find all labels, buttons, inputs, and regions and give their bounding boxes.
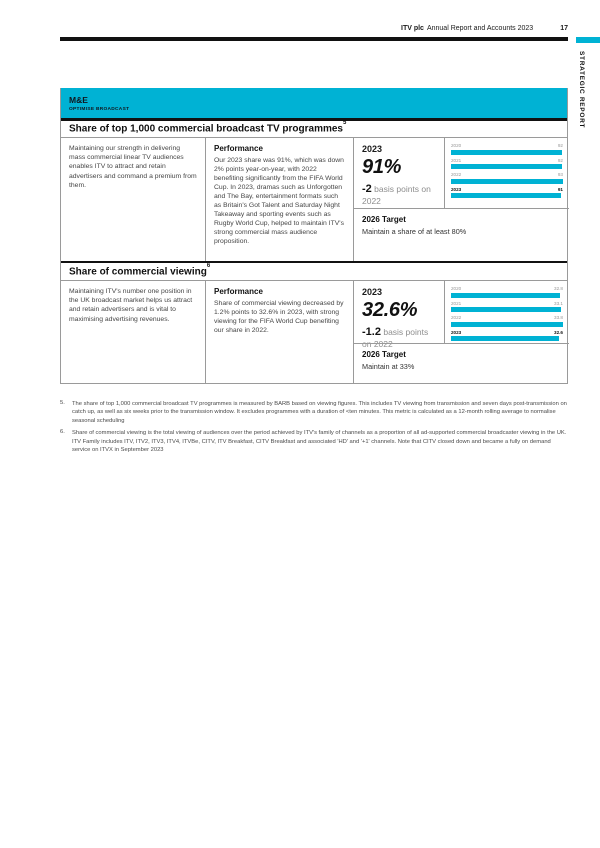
stat-delta: -2 [362, 183, 372, 195]
bar-row-2020: 2020 32.8 [451, 286, 563, 298]
bar-year-label: 2021 [451, 300, 462, 306]
footnotes: 5. The share of top 1,000 commercial bro… [60, 400, 568, 458]
kpi-performance: Performance Share of commercial viewing … [206, 281, 354, 383]
bar-year-label: 2023 [451, 329, 462, 335]
stat-value: 32.6% [362, 299, 418, 321]
bar-row-2023: 2023 32.6 [451, 330, 563, 342]
bar-value-label: 92 [557, 157, 563, 163]
kpi-performance: Performance Our 2023 share was 91%, whic… [206, 138, 354, 261]
bar-value-label: 93 [557, 172, 563, 178]
bar-row-2020: 2020 92 [451, 143, 563, 155]
bar-row-2022: 2022 33.8 [451, 315, 563, 327]
footnote-6: 6. Share of commercial viewing is the to… [60, 429, 568, 454]
bar-value-label: 32.8 [554, 286, 563, 291]
bar [451, 307, 561, 313]
stat-delta-suffix: basis points on 2022 [362, 327, 429, 350]
bar-year-label: 2020 [451, 286, 462, 291]
bar-year-label: 2020 [451, 143, 462, 148]
page-header: ITV plc Annual Report and Accounts 2023 … [60, 25, 568, 32]
kpi-title-text: Share of commercial viewing [69, 266, 207, 278]
bar-year-label: 2021 [451, 157, 462, 163]
section-band: M&E OPTIMISE BROADCAST [61, 88, 567, 118]
bar-row-2022: 2022 93 [451, 172, 563, 184]
kpi-stat: 2023 32.6% -1.2 basis points on 2022 [354, 281, 444, 349]
performance-text: Share of commercial viewing decreased by… [214, 300, 344, 335]
stat-year: 2023 [362, 144, 383, 154]
bar-value-label: 91 [557, 186, 563, 192]
stat-delta: -1.2 [362, 326, 381, 338]
target-text: Maintain a share of at least 80% [362, 227, 467, 236]
stat-delta-suffix: basis points on 2022 [362, 184, 431, 207]
section-tab-accent-bar [576, 37, 600, 43]
kpi-rationale: Maintaining our strength in delivering m… [61, 138, 206, 261]
document-title: Annual Report and Accounts 2023 [426, 25, 534, 32]
target-text: Maintain at 33% [362, 362, 415, 371]
bar [451, 149, 562, 155]
footnote-number: 6. [60, 429, 65, 436]
kpi-title-row: Share of commercial viewing6 [61, 261, 567, 281]
footnote-text: Share of commercial viewing is the total… [72, 430, 567, 453]
target-heading: 2026 Target [362, 215, 406, 224]
bar [451, 193, 561, 199]
kpi-title-text: Share of top 1,000 commercial broadcast … [69, 123, 343, 135]
kpi-stat: 2023 91% -2 basis points on 2022 [354, 138, 444, 208]
kpi-content-grid: Maintaining ITV's number one position in… [61, 281, 569, 383]
kpi-bar-chart: 2020 92 2021 92 2022 93 2023 91 [444, 138, 569, 208]
footnote-reference: 5 [342, 120, 347, 127]
kpi-content-grid: Maintaining our strength in delivering m… [61, 138, 569, 261]
performance-text: Our 2023 share was 91%, which was down 2… [214, 157, 345, 246]
footnote-5: 5. The share of top 1,000 commercial bro… [60, 400, 568, 425]
performance-heading: Performance [214, 144, 263, 153]
band-title: M&E [69, 95, 88, 105]
bar-year-label: 2022 [451, 315, 462, 321]
bar-year-label: 2022 [451, 172, 462, 178]
kpi-target: 2026 Target Maintain a share of at least… [354, 208, 569, 261]
kpi-rationale: Maintaining ITV's number one position in… [61, 281, 206, 383]
kpi-section-commercial-viewing: Share of commercial viewing6 Maintaining… [61, 261, 569, 383]
bar [451, 178, 563, 184]
kpi-table: M&E OPTIMISE BROADCAST Share of top 1,00… [60, 88, 569, 384]
report-title: ITV plc Annual Report and Accounts 2023 [401, 25, 533, 32]
kpi-target: 2026 Target Maintain at 33% [354, 343, 569, 383]
kpi-bar-chart: 2020 32.8 2021 33.1 2022 33.8 2023 32.6 [444, 281, 569, 343]
bar [451, 164, 562, 170]
bar [451, 321, 563, 327]
brand-name: ITV plc [401, 25, 424, 32]
kpi-title: Share of commercial viewing6 [69, 262, 211, 278]
bar-year-label: 2023 [451, 186, 462, 192]
footnote-number: 5. [60, 400, 65, 406]
footnote-reference: 6 [206, 262, 211, 269]
stat-change: -2 basis points on 2022 [362, 182, 436, 207]
bar-value-label: 33.8 [554, 315, 563, 321]
page-number: 17 [560, 25, 568, 32]
stat-change: -1.2 basis points on 2022 [362, 325, 436, 350]
performance-heading: Performance [214, 287, 263, 296]
footnote-text: The share of top 1,000 commercial broadc… [72, 401, 567, 424]
bar-value-label: 92 [557, 143, 563, 148]
kpi-section-top-1000-programmes: Share of top 1,000 commercial broadcast … [61, 118, 569, 261]
bar [451, 336, 559, 342]
bar-value-label: 32.6 [554, 329, 563, 335]
stat-value: 91% [362, 156, 402, 178]
bar-row-2023: 2023 91 [451, 187, 563, 199]
header-rule [60, 37, 568, 41]
band-subtitle: OPTIMISE BROADCAST [69, 107, 130, 112]
bar-row-2021: 2021 92 [451, 158, 563, 170]
kpi-title-row: Share of top 1,000 commercial broadcast … [61, 118, 567, 138]
kpi-title: Share of top 1,000 commercial broadcast … [69, 120, 347, 135]
section-tab-label: STRATEGIC REPORT [578, 51, 585, 129]
bar-row-2021: 2021 33.1 [451, 301, 563, 313]
bar-value-label: 33.1 [554, 300, 563, 306]
target-heading: 2026 Target [362, 350, 406, 359]
stat-year: 2023 [362, 287, 383, 297]
bar [451, 292, 560, 298]
